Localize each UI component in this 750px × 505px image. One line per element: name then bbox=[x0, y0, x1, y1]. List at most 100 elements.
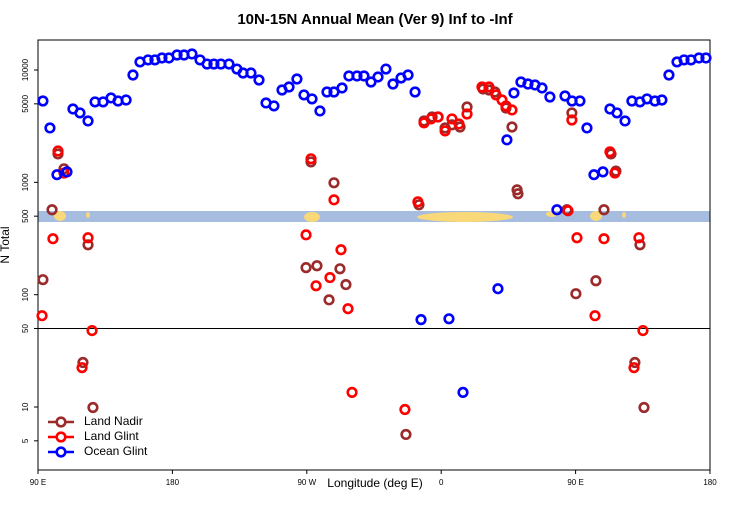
point bbox=[342, 303, 354, 315]
point bbox=[492, 283, 504, 295]
point bbox=[461, 101, 473, 113]
point bbox=[412, 196, 424, 208]
point bbox=[506, 121, 518, 133]
point bbox=[604, 146, 616, 158]
point bbox=[446, 113, 458, 125]
point bbox=[649, 95, 661, 107]
x-tick-label: 180 bbox=[703, 478, 717, 487]
point bbox=[598, 233, 610, 245]
map-strip bbox=[38, 211, 710, 222]
legend-label: Ocean Glint bbox=[84, 444, 148, 458]
point bbox=[536, 82, 548, 94]
point bbox=[590, 275, 602, 287]
point bbox=[335, 244, 347, 256]
point bbox=[570, 288, 582, 300]
point bbox=[432, 111, 444, 123]
point bbox=[566, 114, 578, 126]
legend-swatch bbox=[55, 416, 67, 428]
point bbox=[36, 310, 48, 322]
point bbox=[156, 52, 168, 64]
point bbox=[61, 166, 73, 178]
point bbox=[597, 166, 609, 178]
point bbox=[127, 69, 139, 81]
land bbox=[590, 211, 602, 221]
point bbox=[300, 229, 312, 241]
point bbox=[334, 263, 346, 275]
point bbox=[208, 58, 220, 70]
point bbox=[336, 82, 348, 94]
point bbox=[476, 81, 488, 93]
point bbox=[358, 70, 370, 82]
point bbox=[638, 401, 650, 414]
point bbox=[82, 115, 94, 127]
x-tick-label: 90 W bbox=[297, 478, 316, 487]
y-axis-label: N Total bbox=[0, 226, 12, 263]
point bbox=[321, 86, 333, 98]
point bbox=[512, 188, 524, 200]
point bbox=[74, 107, 86, 119]
point bbox=[501, 134, 513, 146]
series bbox=[36, 81, 649, 416]
ocean-band bbox=[38, 211, 710, 222]
point bbox=[300, 262, 312, 274]
point bbox=[598, 204, 610, 216]
point bbox=[52, 145, 64, 157]
x-tick-label: 180 bbox=[166, 478, 180, 487]
point bbox=[571, 232, 583, 244]
point bbox=[186, 48, 198, 60]
land bbox=[54, 211, 66, 221]
series bbox=[37, 48, 712, 398]
point bbox=[611, 107, 623, 119]
point bbox=[574, 95, 586, 107]
point bbox=[37, 95, 49, 107]
point bbox=[581, 122, 593, 134]
legend-label: Land Glint bbox=[84, 429, 139, 443]
x-tick-label: 90 E bbox=[30, 478, 46, 487]
point bbox=[305, 153, 317, 165]
point bbox=[171, 49, 183, 61]
point bbox=[201, 58, 213, 70]
point bbox=[439, 125, 451, 137]
point bbox=[483, 81, 495, 93]
point bbox=[634, 239, 646, 251]
y-tick-label: 10000 bbox=[21, 58, 30, 81]
point bbox=[400, 428, 412, 441]
point bbox=[46, 204, 58, 216]
series bbox=[37, 83, 650, 441]
point bbox=[328, 177, 340, 189]
point bbox=[245, 67, 257, 79]
point bbox=[443, 313, 455, 325]
point bbox=[559, 90, 571, 102]
point bbox=[544, 91, 556, 103]
point bbox=[619, 115, 631, 127]
legend-label: Land Nadir bbox=[84, 414, 143, 428]
point bbox=[306, 93, 318, 105]
point bbox=[628, 362, 640, 374]
point bbox=[310, 280, 322, 292]
point bbox=[589, 310, 601, 322]
point bbox=[268, 100, 280, 112]
point bbox=[551, 204, 563, 216]
point bbox=[314, 105, 326, 117]
point bbox=[522, 78, 534, 90]
y-tick-label: 5 bbox=[21, 438, 30, 443]
point bbox=[86, 324, 98, 337]
y-tick-label: 50 bbox=[21, 324, 30, 333]
chart-title: 10N-15N Annual Mean (Ver 9) Inf to -Inf bbox=[237, 11, 513, 28]
point bbox=[700, 52, 712, 64]
y-tick-label: 1000 bbox=[21, 173, 30, 191]
point bbox=[508, 87, 520, 99]
point bbox=[693, 52, 705, 64]
point bbox=[223, 58, 235, 70]
point bbox=[663, 69, 675, 81]
point bbox=[77, 356, 89, 369]
point bbox=[311, 260, 323, 272]
point bbox=[453, 118, 465, 130]
point bbox=[461, 108, 473, 120]
point bbox=[142, 54, 154, 66]
point bbox=[51, 169, 63, 181]
point bbox=[372, 71, 384, 83]
plot-frame bbox=[37, 39, 711, 471]
land bbox=[86, 212, 90, 218]
